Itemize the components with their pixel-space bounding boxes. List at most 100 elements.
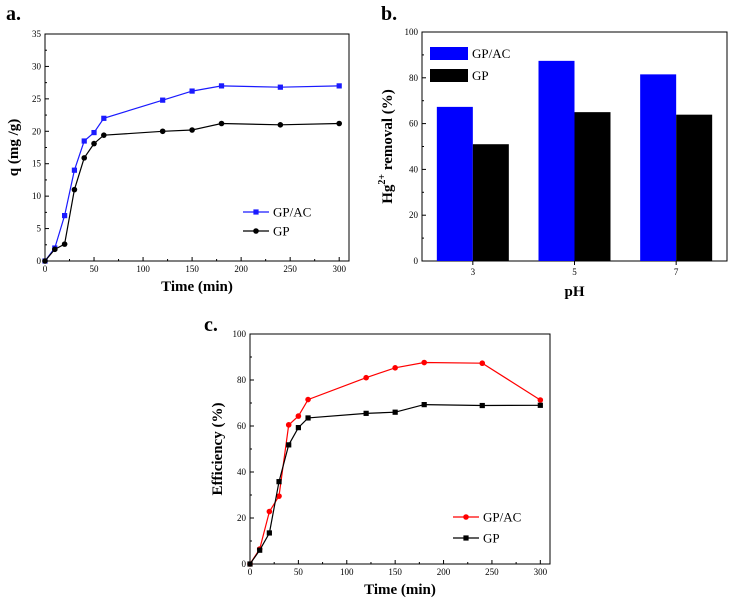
panel-a-legend-label-0: GP/AC [273,205,311,220]
panel-a-data-point [159,128,166,135]
panel-c-data-point [295,413,302,419]
panel-a-data-point [336,120,342,127]
panel-c-xtick-label: 100 [340,567,354,577]
panel-b-bar-gp-ph5 [574,112,611,262]
panel-a-data-point [81,138,87,144]
panel-c-data-point [266,530,272,536]
panel-c-data-point [257,547,263,553]
panel-c-data-point [537,397,544,403]
panel-b-xtick-label: 5 [572,267,577,277]
panel-a-data-point [42,258,48,264]
panel-b-legend-swatch-0 [430,47,468,60]
panel-a-legend-marker-1 [253,228,259,234]
panel-c-series-line-1 [249,403,541,565]
panel-b-x-axis-title: pH [564,284,584,300]
panel-b-legend-swatch-1 [430,69,468,82]
panel-c-y-axis-title: Efficiency (%) [210,403,226,496]
panel-b-ytick-label: 40 [409,164,419,174]
panel-b-y-axis-title-sup: 2+ [377,174,388,185]
panel-c-series-line-0 [249,361,541,565]
panel-a-data-point [277,84,283,90]
panel-c-ytick-label: 40 [237,467,247,477]
panel-c-data-point [286,442,292,448]
panel-c-data-point [479,402,485,409]
panel-b-legend-label-0: GP/AC [472,46,510,61]
panel-c-data-point [392,365,398,371]
panel-c-x-axis-title: Time (min) [364,582,436,598]
panel-a-xtick-label: 250 [283,264,297,274]
panel-c-data-point [421,402,427,408]
panel-b-label: b. [381,3,397,25]
panel-c-data-point [305,396,311,403]
panel-a-data-point [218,83,225,89]
panel-b-ytick-label: 100 [405,27,419,37]
panel-c-data-point [276,493,282,499]
panel-c-data-point [421,359,427,366]
panel-c-data-point [479,360,486,367]
panel-c-series-1 [247,402,543,567]
panel-c-data-point [392,409,398,415]
panel-a-xtick-label: 50 [90,264,100,274]
panel-c-data-point [305,415,311,421]
panel-a-xtick-label: 200 [234,264,248,274]
panel-b-bar-gp-ph7 [676,114,713,261]
panel-a-xtick-label: 300 [332,264,346,274]
panel-b-bar-gpac-ph5 [538,60,575,261]
panel-c-data-point [276,479,282,485]
panel-a-data-point [189,127,195,133]
panel-a-data-point [91,140,97,147]
panel-a-xtick-label: 150 [185,264,199,274]
panel-a-data-point [160,97,166,103]
panel-a-data-point [62,213,68,219]
panel-c-data-point [285,422,292,428]
panel-c-data-point [363,410,369,416]
panel-b-y-axis-title-rest: removal (%) [380,89,396,174]
panel-b-xtick-label: 7 [674,267,679,277]
panel-b-y-axis-title: Hg2+ removal (%) [377,89,396,204]
panel-a-xtick-label: 0 [43,264,48,274]
panel-c-ytick-label: 20 [237,513,247,523]
panel-c-xtick-label: 250 [485,567,499,577]
panel-a-series-1 [42,120,342,264]
panel-a-data-point [189,88,195,94]
panel-a-data-point [277,122,284,128]
chart-panel-c: 0 50 100 150 200 250 300 0 20 40 60 80 100 Time (min)… [210,329,551,598]
panel-c-data-point [266,508,273,515]
chart-panel-b: 0 20 40 60 80 100 3 5 7 pH Hg2+ removal (%) GP/AC GP [377,27,728,300]
panel-a-legend-marker-0 [253,209,259,215]
panel-a-ytick-label: 25 [32,94,42,104]
panel-a-data-point [81,155,88,161]
panel-c-legend-marker-0 [463,514,469,520]
panel-b-bar-gpac-ph3 [436,106,473,262]
panel-b-ytick-label: 0 [414,256,419,266]
panel-c-xtick-label: 150 [388,567,402,577]
panel-a-ytick-label: 15 [32,159,42,169]
panel-b-ytick-label: 60 [409,119,419,129]
panel-c-ytick-label: 100 [233,329,247,339]
panel-c-ytick-label: 80 [237,375,247,385]
panel-a-series-line-1 [44,122,340,262]
panel-a-ytick-label: 0 [37,256,42,266]
panel-c-legend-label-1: GP [483,531,500,546]
panel-c-legend-marker-1 [463,535,469,541]
panel-b-bar-gpac-ph7 [640,74,677,262]
panel-c-xtick-label: 300 [534,567,548,577]
panel-c-ytick-label: 0 [242,559,247,569]
panel-c-data-point [363,374,369,381]
panel-a-ytick-label: 35 [32,29,42,39]
panel-a-x-axis-title: Time (min) [161,279,233,295]
panel-c-data-point [537,402,543,408]
panel-a-ytick-label: 5 [37,224,42,234]
panel-a-data-point [218,120,225,127]
panel-a-series-line-0 [44,85,340,262]
panel-a-ytick-label: 10 [32,191,42,201]
panel-a-xtick-label: 100 [136,264,150,274]
panel-a-legend-label-1: GP [273,224,290,239]
panel-a-data-point [101,115,107,121]
panel-c-plot-frame [249,333,551,565]
panel-b-ytick-label: 80 [409,73,419,83]
panel-b-y-axis-title-main: Hg [380,184,396,204]
panel-a-data-point [61,241,68,247]
panel-c-data-point [247,561,253,567]
